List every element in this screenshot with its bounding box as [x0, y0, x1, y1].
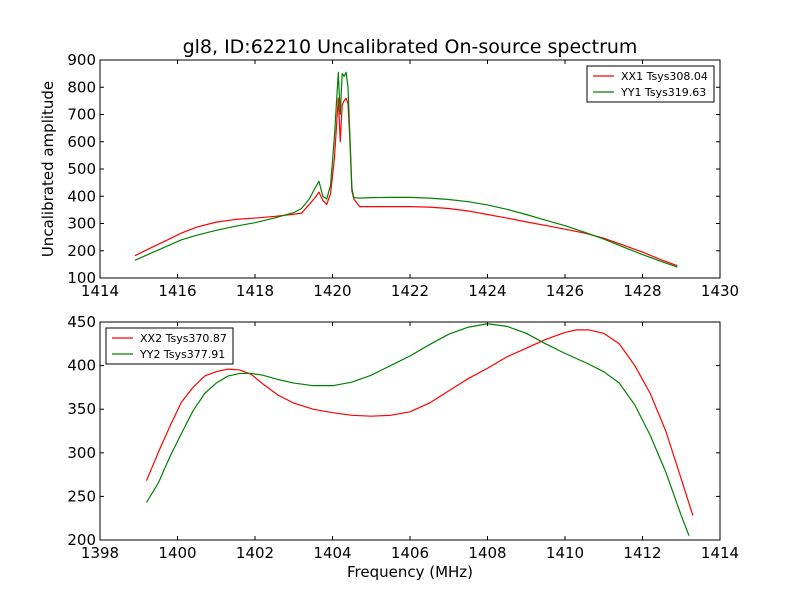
y-tick-label: 600	[67, 133, 96, 151]
x-tick-label: 1404	[313, 544, 351, 562]
x-tick-label: 1426	[546, 282, 584, 300]
x-tick-label: 1406	[391, 544, 429, 562]
x-tick-label: 1408	[468, 544, 506, 562]
y-tick-label: 450	[67, 313, 96, 331]
y-tick-label: 800	[67, 78, 96, 96]
y-tick-label: 250	[67, 487, 96, 505]
x-tick-label: 1422	[391, 282, 429, 300]
y-axis-label: Uncalibrated amplitude	[39, 81, 57, 257]
y-tick-label: 300	[67, 444, 96, 462]
legend-entry: XX1 Tsys308.04	[621, 70, 708, 83]
legend: XX1 Tsys308.04 YY1 Tsys319.63	[586, 65, 715, 103]
y-tick-label: 500	[67, 160, 96, 178]
x-tick-label: 1398	[81, 544, 119, 562]
x-axis-label: Frequency (MHz)	[347, 563, 473, 581]
y-tick-label: 700	[67, 106, 96, 124]
x-tick-label: 1428	[623, 282, 661, 300]
x-tick-label: 1420	[313, 282, 351, 300]
y-tick-label: 400	[67, 187, 96, 205]
y-tick-label: 200	[67, 242, 96, 260]
y-tick-label: 900	[67, 51, 96, 69]
y-tick-label: 200	[67, 531, 96, 549]
x-tick-label: 1412	[623, 544, 661, 562]
x-tick-label: 1416	[158, 282, 196, 300]
figure-title: gl8, ID:62210 Uncalibrated On-source spe…	[183, 36, 638, 58]
legend-box	[105, 327, 234, 365]
series-line-xx	[145, 329, 694, 516]
legend-entry: YY1 Tsys319.63	[620, 86, 706, 99]
series-line-yy	[134, 71, 678, 268]
x-tick-label: 1424	[468, 282, 506, 300]
y-tick-label: 100	[67, 269, 96, 287]
y-tick-label: 300	[67, 215, 96, 233]
legend-entry: YY2 Tsys377.91	[139, 348, 225, 361]
x-tick-label: 1414	[701, 544, 739, 562]
legend-entry: XX2 Tsys370.87	[140, 332, 227, 345]
x-tick-label: 1414	[81, 282, 119, 300]
x-tick-label: 1418	[236, 282, 274, 300]
legend-box	[586, 65, 715, 103]
legend: XX2 Tsys370.87 YY2 Tsys377.91	[105, 327, 234, 365]
series-line-xx	[134, 97, 678, 267]
bottom-spectrum-plot: 1398 1400 1402 1404 1406 1408 1410 1412 1414 200 2…	[67, 313, 739, 581]
top-spectrum-plot: 1414 1416 1418 1420 1422 1424 1426 1428 1430 100 2…	[39, 51, 739, 300]
y-tick-label: 350	[67, 400, 96, 418]
x-tick-label: 1410	[546, 544, 584, 562]
x-tick-label: 1400	[158, 544, 196, 562]
y-tick-label: 400	[67, 357, 96, 375]
x-tick-label: 1430	[701, 282, 739, 300]
x-tick-label: 1402	[236, 544, 274, 562]
series-line-yy	[145, 323, 690, 536]
